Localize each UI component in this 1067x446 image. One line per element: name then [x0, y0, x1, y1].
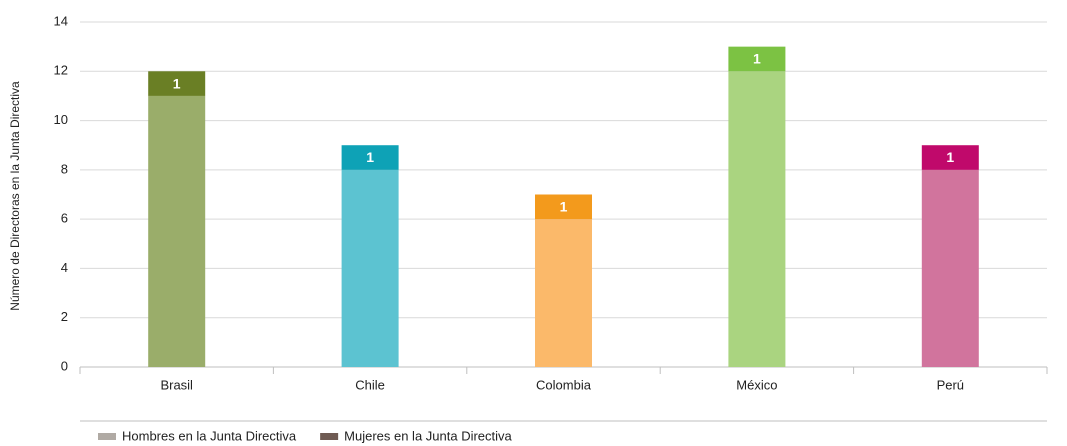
- bar-segment: [341, 169, 399, 367]
- data-label: 1: [753, 51, 761, 67]
- x-tick-label: Colombia: [536, 377, 592, 392]
- y-axis-label: Número de Directoras en la Junta Directi…: [8, 81, 22, 311]
- data-label: 1: [946, 149, 954, 165]
- y-tick-label: 0: [61, 358, 68, 373]
- y-tick-label: 6: [61, 211, 68, 226]
- bar-segment: [341, 145, 399, 170]
- x-tick-label: Perú: [937, 377, 964, 392]
- bar-segment: [535, 219, 592, 367]
- bar-segment: [535, 194, 592, 220]
- legend-label: Mujeres en la Junta Directiva: [344, 428, 512, 443]
- bar-segment: [921, 169, 979, 367]
- y-tick-label: 4: [61, 260, 68, 275]
- data-label: 1: [173, 75, 181, 91]
- y-tick-label: 10: [54, 112, 68, 127]
- x-tick-label: Chile: [355, 377, 385, 392]
- bar-segment: [728, 71, 786, 368]
- y-tick-label: 8: [61, 161, 68, 176]
- data-label: 1: [366, 149, 374, 165]
- bar-segment: [921, 145, 979, 170]
- legend-label: Hombres en la Junta Directiva: [122, 428, 297, 443]
- x-tick-label: Brasil: [160, 377, 193, 392]
- y-tick-label: 12: [54, 63, 68, 78]
- bar-segment: [728, 46, 786, 72]
- y-tick-label: 2: [61, 309, 68, 324]
- bar-segment: [148, 71, 206, 96]
- legend-swatch: [320, 433, 339, 440]
- x-tick-label: México: [736, 377, 777, 392]
- legend-swatch: [98, 433, 116, 440]
- y-tick-label: 14: [54, 13, 68, 28]
- bar-segment: [148, 95, 206, 367]
- data-label: 1: [560, 199, 568, 215]
